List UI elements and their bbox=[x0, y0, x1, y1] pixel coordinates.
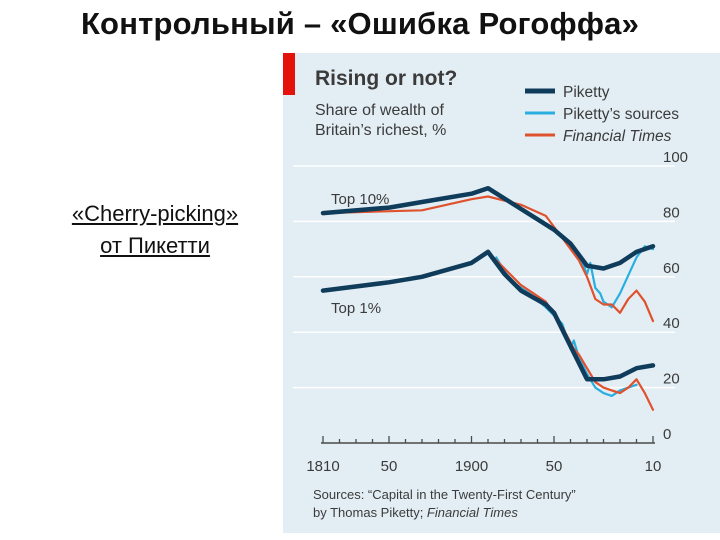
y-tick-label-60: 60 bbox=[663, 260, 680, 277]
label-top-1: Top 1% bbox=[331, 300, 381, 317]
accent-red-bar bbox=[283, 53, 295, 95]
series-line-piketty-s-sources-top-10 bbox=[569, 245, 655, 309]
gridlines bbox=[293, 165, 675, 389]
series-lines bbox=[320, 185, 656, 411]
left-caption: «Cherry-picking» от Пикетти bbox=[30, 198, 280, 262]
series-line-financial-times-top-1 bbox=[486, 250, 655, 411]
line-chart: Rising or not? Share of wealth of Britai… bbox=[283, 53, 720, 533]
legend: Piketty Piketty’s sources Financial Time… bbox=[525, 84, 679, 145]
x-tick-label-1850: 50 bbox=[381, 458, 398, 475]
series-line-financial-times-top-10 bbox=[321, 195, 655, 323]
y-tick-labels: 0 20 40 60 80 100 bbox=[663, 149, 688, 443]
chart-panel: Rising or not? Share of wealth of Britai… bbox=[283, 53, 720, 533]
x-tick-label-1900: 1900 bbox=[455, 458, 488, 475]
chart-subtitle-line-1: Share of wealth of bbox=[315, 102, 445, 119]
series-line-piketty-top-10 bbox=[320, 185, 656, 271]
x-tick-label-1810: 1810 bbox=[306, 458, 339, 475]
source-author: by Thomas Piketty; bbox=[313, 505, 427, 520]
legend-label-pikettys-sources: Piketty’s sources bbox=[563, 106, 679, 123]
y-tick-label-80: 80 bbox=[663, 204, 680, 221]
x-tick-label-1950: 50 bbox=[546, 458, 563, 475]
caption-line-2: от Пикетти bbox=[100, 233, 210, 258]
source-line-2: by Thomas Piketty; Financial Times bbox=[313, 505, 518, 520]
source-line-1: Sources: “Capital in the Twenty-First Ce… bbox=[313, 487, 576, 502]
legend-label-piketty: Piketty bbox=[563, 84, 610, 101]
y-tick-label-0: 0 bbox=[663, 426, 671, 443]
label-top-10: Top 10% bbox=[331, 191, 389, 208]
y-tick-label-20: 20 bbox=[663, 371, 680, 388]
y-tick-label-40: 40 bbox=[663, 315, 680, 332]
chart-subtitle-line-2: Britain’s richest, % bbox=[315, 122, 446, 139]
chart-background bbox=[283, 53, 720, 533]
chart-title: Rising or not? bbox=[315, 67, 457, 90]
legend-label-financial-times: Financial Times bbox=[563, 128, 672, 145]
slide-title: Контрольный – «Ошибка Рогоффа» bbox=[80, 6, 640, 41]
series-line-piketty-top-1 bbox=[320, 249, 656, 382]
x-tick-label-2010: 10 bbox=[645, 458, 662, 475]
caption-line-1: «Cherry-picking» bbox=[71, 201, 239, 226]
y-tick-label-100: 100 bbox=[663, 149, 688, 166]
source-publication: Financial Times bbox=[427, 505, 518, 520]
x-axis: 1810 50 1900 50 10 bbox=[306, 436, 661, 475]
